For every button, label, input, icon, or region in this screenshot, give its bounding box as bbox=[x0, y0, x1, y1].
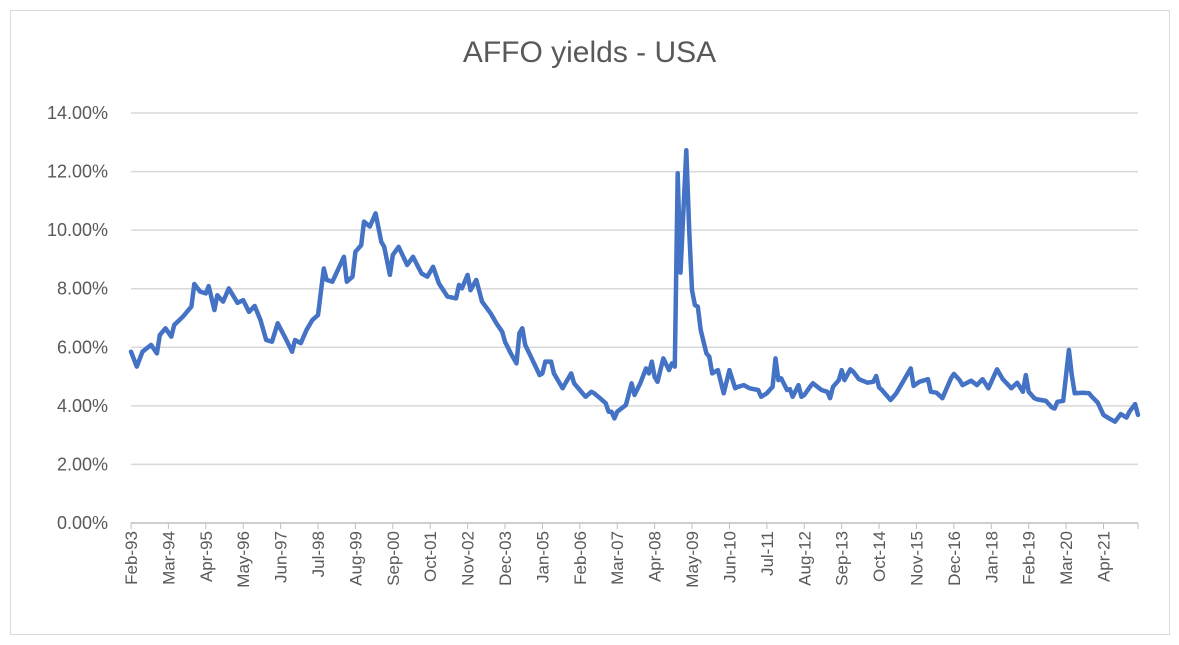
x-tick-label: Feb-06 bbox=[571, 531, 590, 585]
y-tick-label: 12.00% bbox=[47, 162, 108, 182]
x-tick-label: Jan-05 bbox=[533, 531, 552, 583]
x-tick-label: May-96 bbox=[234, 531, 253, 588]
series-layer bbox=[128, 147, 1141, 424]
x-tick-label: Feb-19 bbox=[1020, 531, 1039, 585]
x-tick-label: Jan-18 bbox=[982, 531, 1001, 583]
y-tick-label: 8.00% bbox=[57, 279, 108, 299]
x-tick-label: Nov-02 bbox=[459, 531, 478, 586]
x-tick-label: Apr-95 bbox=[197, 531, 216, 582]
gridlines bbox=[131, 112, 1138, 466]
x-tick-label: Sep-00 bbox=[384, 531, 403, 586]
x-tick-label: Jun-97 bbox=[272, 531, 291, 583]
x-tick-label: Mar-20 bbox=[1057, 531, 1076, 585]
x-tick-label: Jul-11 bbox=[758, 531, 777, 576]
y-tick-label: 10.00% bbox=[47, 220, 108, 240]
x-tick-label: Aug-12 bbox=[795, 531, 814, 586]
x-axis: Feb-93 Mar-94 Apr-95 May-96 Jun-97 Jul-98 Aug-… bbox=[122, 522, 1139, 588]
series-line bbox=[128, 147, 1141, 424]
x-tick-label: Oct-14 bbox=[870, 531, 889, 582]
y-tick-label: 6.00% bbox=[57, 337, 108, 357]
x-tick-label: Sep-13 bbox=[833, 531, 852, 586]
x-tick-label: Aug-99 bbox=[346, 531, 365, 586]
x-tick-label: May-09 bbox=[683, 531, 702, 588]
x-tick-label: Oct-01 bbox=[421, 531, 440, 582]
chart-title: AFFO yields - USA bbox=[462, 36, 717, 69]
y-axis: 0.00% 2.00% 4.00% 6.00% 8.00% 10.00% 12.00% 14.… bbox=[47, 103, 108, 533]
x-tick-label: Nov-15 bbox=[907, 531, 926, 586]
y-tick-label: 4.00% bbox=[57, 396, 108, 416]
y-tick-label: 14.00% bbox=[47, 103, 108, 123]
x-tick-label: Mar-07 bbox=[608, 531, 627, 585]
x-tick-label: Dec-03 bbox=[496, 531, 515, 586]
y-tick-label: 0.00% bbox=[57, 513, 108, 533]
x-tick-label: Dec-16 bbox=[945, 531, 964, 586]
x-tick-label: Mar-94 bbox=[159, 531, 178, 585]
x-tick-label: Apr-08 bbox=[646, 531, 665, 582]
x-tick-label: Feb-93 bbox=[122, 531, 141, 585]
x-tick-label: Jul-98 bbox=[309, 531, 328, 577]
y-tick-label: 2.00% bbox=[57, 454, 108, 474]
chart-frame bbox=[10, 10, 1170, 635]
x-tick-label: Jun-10 bbox=[720, 531, 739, 583]
x-tick-label: Apr-21 bbox=[1094, 531, 1113, 582]
